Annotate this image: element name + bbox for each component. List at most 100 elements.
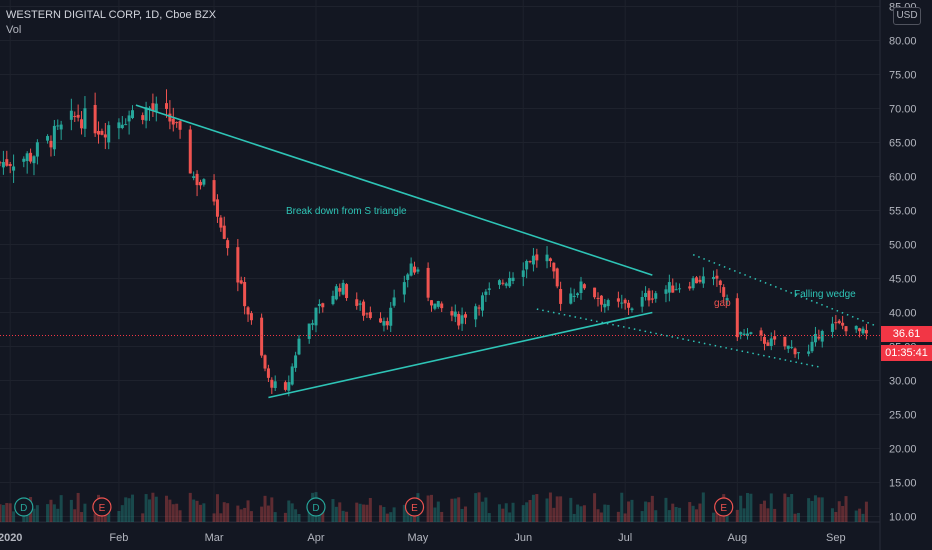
volume-bar xyxy=(222,502,226,522)
candle-body xyxy=(807,351,811,354)
candle-body xyxy=(175,122,179,124)
candle-body xyxy=(192,176,196,178)
price-tick-label: 75.00 xyxy=(889,70,917,82)
candle-body xyxy=(722,287,726,297)
earnings-marker-circle[interactable] xyxy=(92,497,112,517)
volume-bar xyxy=(430,494,434,522)
candle-body xyxy=(664,289,668,294)
candle-body xyxy=(307,323,311,339)
volume-bar xyxy=(212,513,216,522)
dividend-marker-circle[interactable] xyxy=(306,497,326,517)
candle-body xyxy=(501,282,505,284)
volume-bar xyxy=(283,512,287,522)
dividend-marker-circle[interactable] xyxy=(14,497,34,517)
time-axis[interactable]: 2020 Feb Mar Apr May Jun Jul Aug Sep xyxy=(0,532,846,544)
candle-body xyxy=(368,312,372,319)
volume-bar xyxy=(402,504,406,522)
volume-bar xyxy=(504,503,508,522)
time-tick-label: Sep xyxy=(826,532,846,544)
volume-bar xyxy=(5,503,9,522)
annotation-triangle[interactable]: Break down from S triangle xyxy=(286,206,407,217)
volume-bar xyxy=(273,512,277,522)
trendline-triangle-upper[interactable] xyxy=(135,104,653,276)
volume-bar xyxy=(793,513,797,522)
volume-bar xyxy=(559,496,563,522)
candle-body xyxy=(762,336,766,344)
candle-body xyxy=(545,254,549,262)
volume-bar xyxy=(715,506,719,522)
candle-body xyxy=(1,162,5,168)
volume-bar xyxy=(141,513,145,522)
candle-body xyxy=(341,282,345,295)
volume-bar xyxy=(691,505,695,522)
volume-bar xyxy=(124,497,128,522)
volume-bar xyxy=(650,495,654,522)
volume-bar xyxy=(0,504,2,522)
volume-bar xyxy=(1,504,5,522)
dividend-marker[interactable]: D xyxy=(306,497,326,517)
candle-body xyxy=(188,129,192,174)
price-axis[interactable]: 10.0015.0020.0025.0030.0035.0040.0045.00… xyxy=(889,2,917,524)
candle-body xyxy=(144,107,148,121)
volume-bar xyxy=(453,498,457,522)
earnings-marker[interactable]: E xyxy=(404,497,425,517)
candle-body xyxy=(667,282,671,293)
candle-body xyxy=(698,279,702,282)
candle-body xyxy=(29,152,33,162)
candle-body xyxy=(246,307,250,315)
candle-body xyxy=(858,328,862,332)
volume-bar xyxy=(457,497,461,522)
dividend-marker[interactable]: D xyxy=(14,497,34,517)
volume-bar xyxy=(742,508,746,522)
candle-body xyxy=(338,287,342,292)
candle-body xyxy=(243,282,247,307)
candle-body xyxy=(0,162,2,164)
candle-body xyxy=(131,110,135,119)
annotation-falling-wedge[interactable]: Falling wedge xyxy=(794,289,856,300)
trendline-triangle-lower[interactable] xyxy=(268,311,653,399)
candle-body xyxy=(222,225,226,239)
candle-body xyxy=(688,286,692,289)
price-tick-label: 60.00 xyxy=(889,172,917,184)
volume-bar xyxy=(749,493,753,522)
volume-bar xyxy=(606,504,610,522)
earnings-marker[interactable]: E xyxy=(714,497,734,517)
volume-bar xyxy=(712,512,716,522)
volume-bar xyxy=(69,499,73,522)
volume-bar xyxy=(569,497,573,522)
trendline-wedge-lower[interactable] xyxy=(536,308,819,368)
earnings-marker-circle[interactable] xyxy=(404,497,425,517)
candle-body xyxy=(202,179,206,185)
volume-bar xyxy=(263,495,267,522)
candle-body xyxy=(511,277,515,281)
earnings-marker-circle[interactable] xyxy=(714,497,734,517)
candle-body xyxy=(759,330,763,336)
candle-body xyxy=(345,284,349,299)
price-tick-label: 65.00 xyxy=(889,138,917,150)
time-tick-label: Mar xyxy=(205,532,224,544)
volume-bar xyxy=(195,500,199,522)
earnings-marker[interactable]: E xyxy=(92,497,112,517)
volume-bar xyxy=(695,509,699,522)
trendlines[interactable] xyxy=(135,104,877,399)
candle-body xyxy=(616,298,620,302)
price-tick-label: 80.00 xyxy=(889,36,917,48)
volume-bar xyxy=(783,493,787,522)
candle-body xyxy=(5,159,9,166)
candle-body xyxy=(718,280,722,285)
candle-body xyxy=(484,291,488,295)
candle-body xyxy=(297,338,301,355)
candle-body xyxy=(266,368,270,378)
currency-button[interactable]: USD xyxy=(893,7,921,25)
candle-body xyxy=(147,107,151,109)
candle-body xyxy=(559,288,563,304)
candle-body xyxy=(630,308,634,311)
candle-body xyxy=(599,295,603,305)
candle-body xyxy=(644,293,648,297)
candle-body xyxy=(620,302,624,304)
volume-bar xyxy=(334,506,338,522)
candle-body xyxy=(331,295,335,305)
annotation-gap[interactable]: gap xyxy=(714,298,731,309)
